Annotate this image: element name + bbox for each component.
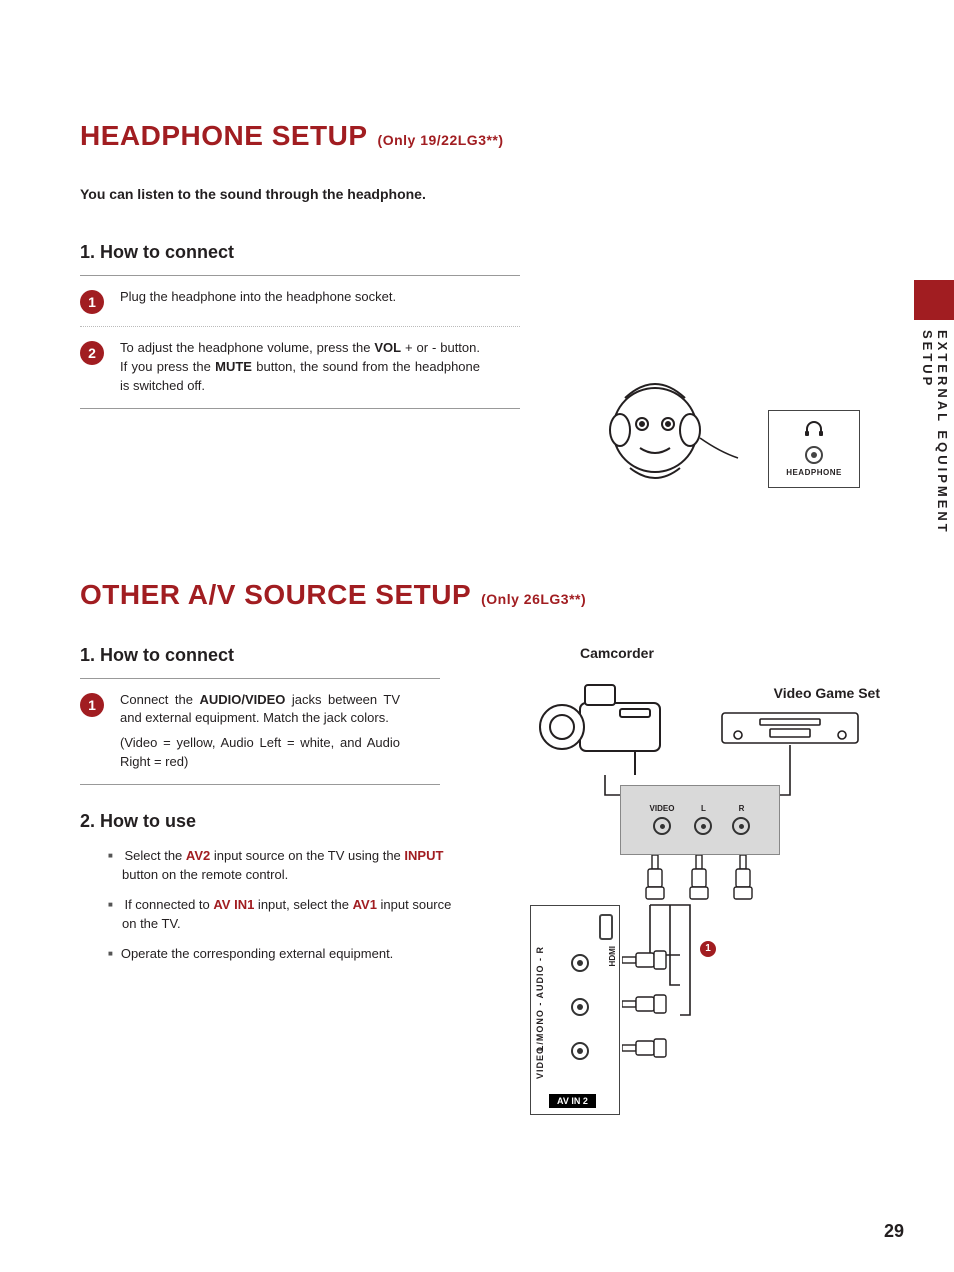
headphone-step2-text: To adjust the headphone volume, press th…	[120, 339, 480, 396]
headphone-socket-icon	[805, 446, 823, 464]
av-steplist: 1 Connect the AUDIO/VIDEO jacks between …	[80, 678, 440, 785]
panel-audio-r-jack-icon	[571, 954, 589, 972]
headphone-title: HEADPHONE SETUP (Only 19/22LG3**)	[80, 120, 894, 152]
av-use-item-3: Operate the corresponding external equip…	[122, 944, 452, 964]
av-step1-note: (Video = yellow, Audio Left = white, and…	[120, 734, 400, 772]
panel-hdmi-label: HDMI	[608, 946, 617, 966]
rca-left-jack-icon	[694, 817, 712, 835]
headphone-title-sub: (Only 19/22LG3**)	[378, 132, 504, 148]
headphone-step1-text: Plug the headphone into the headphone so…	[120, 288, 396, 314]
headphone-step-2: 2 To adjust the headphone volume, press …	[80, 326, 520, 408]
page-number: 29	[884, 1221, 904, 1242]
panel-audio-l-jack-icon	[571, 998, 589, 1016]
step-number-badge: 1	[80, 290, 104, 314]
step-number-badge: 1	[80, 693, 104, 717]
av-title-sub: (Only 26LG3**)	[481, 591, 586, 607]
rca-plug-icon	[622, 1037, 668, 1059]
panel-video-jack-icon	[571, 1042, 589, 1060]
headphone-step-1: 1 Plug the headphone into the headphone …	[80, 276, 520, 326]
headphone-diagram: HEADPHONE	[540, 340, 860, 540]
av-diagram: Camcorder Video Game Set	[500, 645, 880, 1185]
av-use-item-1: Select the AV2 input source on the TV us…	[122, 846, 452, 885]
panel-audio-label: L/MONO - AUDIO - R	[535, 946, 545, 1051]
headphones-icon	[804, 421, 824, 442]
rca-plug-icon	[688, 855, 710, 901]
rca-right-jack-icon	[732, 817, 750, 835]
headphone-title-main: HEADPHONE SETUP	[80, 120, 368, 152]
av-title-main: OTHER A/V SOURCE SETUP	[80, 579, 471, 611]
av-step1-text: Connect the AUDIO/VIDEO jacks between TV…	[120, 691, 400, 772]
headphone-steplist: 1 Plug the headphone into the headphone …	[80, 275, 520, 409]
panel-hdmi-slot-icon	[599, 914, 613, 940]
av-use-section: 2. How to use Select the AV2 input sourc…	[80, 811, 460, 964]
rca-video-jack-icon	[653, 817, 671, 835]
headphone-cartoon-icon	[570, 360, 740, 500]
callout-badge-1: 1	[700, 941, 716, 957]
av-use-item-2: If connected to AV IN1 input, select the…	[122, 895, 452, 934]
av-step-1: 1 Connect the AUDIO/VIDEO jacks between …	[80, 679, 440, 784]
rca-plug-icon	[732, 855, 754, 901]
av-in-panel: VIDEO L/MONO - AUDIO - R HDMI AV IN 2	[530, 905, 620, 1115]
panel-avin2-badge: AV IN 2	[549, 1094, 596, 1108]
av-section2-title: 2. How to use	[80, 811, 460, 832]
rca-plug-icon	[622, 993, 668, 1015]
headphone-jack-panel: HEADPHONE	[768, 410, 860, 488]
headphone-jack-label: HEADPHONE	[786, 468, 842, 477]
headphone-section1-title: 1. How to connect	[80, 242, 894, 263]
rca-plug-icon	[644, 855, 666, 901]
rca-jack-panel: VIDEO L R	[620, 785, 780, 855]
step-number-badge: 2	[80, 341, 104, 365]
rca-plug-icon	[622, 949, 668, 971]
headphone-intro: You can listen to the sound through the …	[80, 186, 894, 202]
av-title: OTHER A/V SOURCE SETUP (Only 26LG3**)	[80, 579, 894, 611]
av-section1-title: 1. How to connect	[80, 645, 460, 666]
